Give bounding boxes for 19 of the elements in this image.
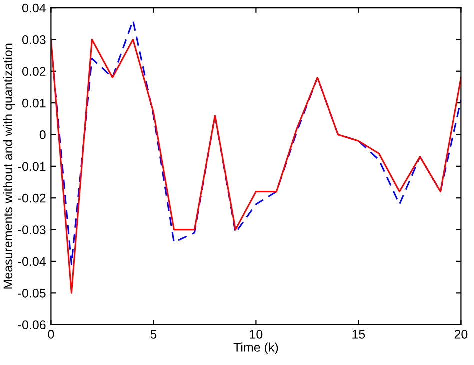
y-tick-label: -0.06 (18, 320, 46, 330)
y-tick-label: 0 (40, 130, 46, 140)
y-tick-label: -0.01 (18, 162, 46, 172)
x-tick-label: 10 (250, 330, 263, 339)
x-tick-label: 15 (352, 330, 366, 339)
y-tick-label: 0.03 (22, 36, 46, 44)
line-series (51, 38, 462, 294)
x-axis-title: Time (k) (234, 342, 278, 354)
y-tick-label: 0.01 (22, 98, 46, 108)
x-tick-label: 20 (454, 330, 468, 339)
y-tick-label: -0.03 (18, 226, 46, 234)
y-tick-label: -0.04 (18, 257, 46, 266)
y-tick-label: -0.02 (18, 194, 46, 203)
x-tick-label: 0 (48, 330, 54, 339)
y-axis-title: Measurements without and with quantization (3, 44, 16, 289)
y-tick-label: -0.05 (18, 288, 46, 298)
y-tick-label: 0.02 (22, 67, 46, 76)
y-tick-label: 0.04 (22, 4, 46, 13)
x-tick-label: 5 (150, 330, 157, 339)
